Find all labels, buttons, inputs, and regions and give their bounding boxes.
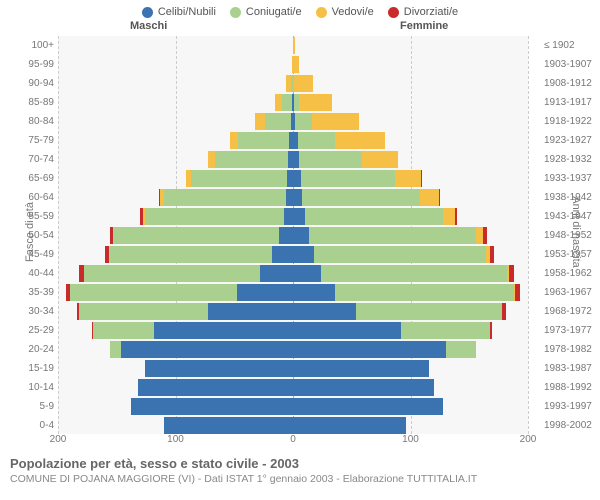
header-female: Femmine [400, 20, 448, 32]
legend-label: Divorziati/e [404, 6, 458, 18]
birth-label: ≤ 1902 [540, 36, 600, 55]
pyramid-row [58, 93, 528, 112]
birth-label: 1903-1907 [540, 55, 600, 74]
pyramid-row [58, 378, 528, 397]
birth-label: 1928-1932 [540, 150, 600, 169]
chart-title: Popolazione per età, sesso e stato civil… [10, 456, 590, 471]
pyramid-row [58, 264, 528, 283]
pyramid-row [58, 55, 528, 74]
pyramid-row [58, 416, 528, 435]
caption: Popolazione per età, sesso e stato civil… [10, 456, 590, 485]
x-tick: 0 [290, 434, 296, 445]
pyramid-row [58, 302, 528, 321]
birth-label: 1953-1957 [540, 245, 600, 264]
birth-label: 1918-1922 [540, 112, 600, 131]
legend-dot [142, 7, 153, 18]
pyramid-row [58, 226, 528, 245]
age-label: 20-24 [10, 340, 58, 359]
pyramid-row [58, 169, 528, 188]
legend-dot [316, 7, 327, 18]
age-label: 100+ [10, 36, 58, 55]
pyramid-row [58, 283, 528, 302]
age-label: 45-49 [10, 245, 58, 264]
age-label: 55-59 [10, 207, 58, 226]
x-tick: 200 [50, 434, 67, 445]
birth-label: 1913-1917 [540, 93, 600, 112]
age-label: 80-84 [10, 112, 58, 131]
birth-label: 1983-1987 [540, 359, 600, 378]
x-axis: 2001000100200 [58, 434, 528, 450]
age-label: 65-69 [10, 169, 58, 188]
y-axis-right: ≤ 19021903-19071908-19121913-19171918-19… [540, 36, 600, 435]
legend: Celibi/Nubili Coniugati/e Vedovi/e Divorzia… [0, 0, 600, 20]
header-male: Maschi [130, 20, 167, 32]
birth-label: 1933-1937 [540, 169, 600, 188]
pyramid-row [58, 188, 528, 207]
pyramid-row [58, 340, 528, 359]
column-headers: Maschi Femmine [0, 20, 600, 36]
legend-label: Coniugati/e [246, 6, 302, 18]
birth-label: 1968-1972 [540, 302, 600, 321]
birth-label: 1958-1962 [540, 264, 600, 283]
age-label: 95-99 [10, 55, 58, 74]
birth-label: 1988-1992 [540, 378, 600, 397]
age-label: 25-29 [10, 321, 58, 340]
legend-label: Celibi/Nubili [158, 6, 216, 18]
pyramid-row [58, 150, 528, 169]
pyramid-chart: Fasce di età Anni di nascita 100+95-9990… [10, 36, 590, 454]
age-label: 60-64 [10, 188, 58, 207]
age-label: 50-54 [10, 226, 58, 245]
legend-item: Coniugati/e [230, 6, 302, 18]
legend-label: Vedovi/e [332, 6, 374, 18]
age-label: 15-19 [10, 359, 58, 378]
legend-item: Celibi/Nubili [142, 6, 216, 18]
chart-subtitle: COMUNE DI POJANA MAGGIORE (VI) - Dati IS… [10, 473, 590, 485]
pyramid-row [58, 131, 528, 150]
age-label: 85-89 [10, 93, 58, 112]
birth-label: 1998-2002 [540, 416, 600, 435]
pyramid-row [58, 359, 528, 378]
birth-label: 1993-1997 [540, 397, 600, 416]
x-tick: 100 [167, 434, 184, 445]
pyramid-row [58, 112, 528, 131]
legend-item: Vedovi/e [316, 6, 374, 18]
pyramid-row [58, 207, 528, 226]
birth-label: 1938-1942 [540, 188, 600, 207]
age-label: 35-39 [10, 283, 58, 302]
age-label: 40-44 [10, 264, 58, 283]
age-label: 90-94 [10, 74, 58, 93]
birth-label: 1943-1947 [540, 207, 600, 226]
birth-label: 1963-1967 [540, 283, 600, 302]
age-label: 0-4 [10, 416, 58, 435]
legend-dot [388, 7, 399, 18]
pyramid-row [58, 321, 528, 340]
legend-dot [230, 7, 241, 18]
age-label: 30-34 [10, 302, 58, 321]
birth-label: 1973-1977 [540, 321, 600, 340]
birth-label: 1978-1982 [540, 340, 600, 359]
pyramid-row [58, 36, 528, 55]
plot-area [58, 36, 528, 434]
x-tick: 100 [402, 434, 419, 445]
pyramid-row [58, 245, 528, 264]
age-label: 70-74 [10, 150, 58, 169]
age-label: 5-9 [10, 397, 58, 416]
birth-label: 1923-1927 [540, 131, 600, 150]
birth-label: 1948-1952 [540, 226, 600, 245]
legend-item: Divorziati/e [388, 6, 458, 18]
birth-label: 1908-1912 [540, 74, 600, 93]
x-tick: 200 [520, 434, 537, 445]
age-label: 75-79 [10, 131, 58, 150]
pyramid-row [58, 74, 528, 93]
age-label: 10-14 [10, 378, 58, 397]
y-axis-left: 100+95-9990-9485-8980-8475-7970-7465-696… [10, 36, 58, 435]
pyramid-row [58, 397, 528, 416]
